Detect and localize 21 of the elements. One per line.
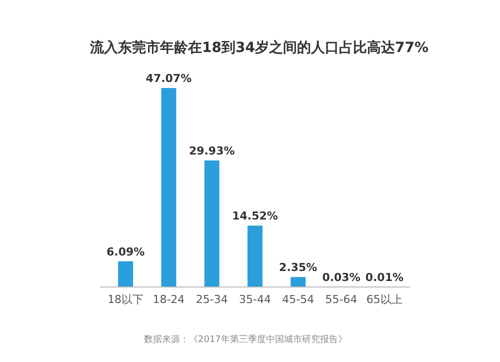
data-label: 2.35% <box>279 261 318 274</box>
x-tick-label: 35-44 <box>239 293 271 306</box>
data-label: 0.01% <box>365 270 404 284</box>
x-tick-label: 25-34 <box>196 293 228 306</box>
x-tick-label: 18以下 <box>108 293 144 306</box>
data-label: 14.52% <box>232 210 278 223</box>
source-note: 数据来源：《2017年第三季度中国城市研究报告》 <box>144 334 347 345</box>
data-label: 29.93% <box>188 144 235 158</box>
chart-title: 流入东莞市年龄在18到34岁之间的人口占比高达77% <box>89 39 428 56</box>
bar <box>290 277 306 287</box>
bar <box>204 160 220 287</box>
x-tick-label: 18-24 <box>152 293 185 306</box>
x-tick-label: 45-54 <box>282 293 314 306</box>
x-tick-label: 65以上 <box>366 293 402 306</box>
bar <box>118 261 134 287</box>
x-tick-label: 55-64 <box>325 293 358 306</box>
bar <box>161 88 176 287</box>
data-label: 0.03% <box>322 270 360 284</box>
data-label: 47.07% <box>146 72 192 85</box>
bar <box>248 226 262 287</box>
data-label: 6.09% <box>106 245 145 258</box>
